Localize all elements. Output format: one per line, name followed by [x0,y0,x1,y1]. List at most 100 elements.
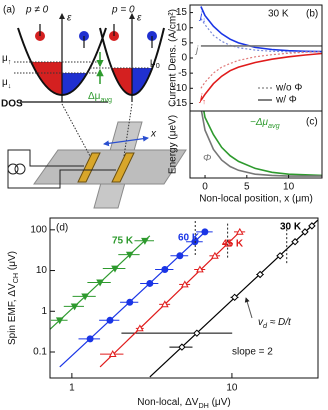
level-label-part: μ [150,57,156,68]
data-point [196,265,204,273]
series-label: 75 K [112,236,134,247]
axis-label: ε [137,13,142,24]
panel-title: p = 0 [111,5,135,16]
level-label-part: ↑ [8,57,12,66]
panel-title: p ≠ 0 [25,5,49,16]
y-tick-label: 10 [36,265,48,276]
series-label-part: j [198,11,203,22]
annotation: slope = 2 [232,347,273,358]
series-label-part: avg [268,121,280,130]
x-axis-label-part: Non-local, ΔV [137,397,198,408]
data-point [276,252,284,260]
annotation-part: v [258,317,264,328]
data-point [161,300,169,308]
legend-label: w/o Φ [275,83,302,94]
data-point [235,227,244,235]
panel-label: (c) [306,117,318,128]
level-label-part: 0 [156,61,160,70]
data-point [141,237,149,245]
electrode [77,152,101,183]
data-point [106,316,114,324]
x-axis-label-part: DH [198,401,208,410]
data-point [211,251,219,259]
data-point [111,265,119,273]
series-label: j [194,45,199,56]
level-label: μ0 [150,57,160,71]
electrode [111,152,135,183]
y-tick-label: -10 [173,83,188,94]
data-point [301,228,309,236]
x-tick-label: 10 [283,182,295,193]
series-label: j↑ [198,93,206,107]
delta-label-part: avg [100,95,112,104]
data-point [308,222,316,230]
guide-line [61,103,91,157]
axis-label: ε [67,13,72,24]
position-arrow [103,135,149,147]
series-line [200,6,322,53]
series-line [200,111,322,177]
data-point [81,293,89,301]
y-axis-label: Spin EMF, ΔVCH (μV) [7,251,21,345]
series-label: 30 K [280,222,302,233]
x-axis-label-part: (μV) [209,397,231,408]
annotation: 30 K [268,9,289,20]
legend-label: w/ Φ [275,95,297,106]
y-axis-label-part: CH [11,273,20,283]
plot-area [200,6,322,101]
plot-area [50,219,318,378]
series-line [200,18,322,53]
data-point [126,298,134,306]
x-tick-label: 5 [244,182,250,193]
y-tick-label: -5 [178,68,187,79]
plot-frame [49,217,319,379]
annotation-part: ≈ D/t [267,317,292,328]
panel-label: (b) [306,9,318,20]
x-tick-label: 1 [69,383,75,394]
axis-label: DOS [1,99,23,110]
series-label: j↓ [198,11,206,25]
annotation-arrow [244,297,253,319]
x-axis-label: Non-local position, x (μm) [199,194,313,205]
data-point [70,303,79,311]
delta-label: Δμavg [88,91,112,105]
data-point [146,280,154,287]
device-plate [33,149,187,185]
annotation: vd ≈ D/t [258,317,292,331]
data-point [180,280,189,288]
current-source [14,163,26,175]
y-axis-label-part: Spin EMF, ΔV [7,283,18,345]
level-label: μ↓ [2,77,11,91]
delta-label-part: Δμ [88,91,101,102]
data-point [136,324,144,332]
plot-area [200,111,322,177]
series-label-part: j [198,93,203,104]
plot-frame [189,110,323,179]
y-axis-label: Energy (μeV) [168,115,179,174]
series-label-part: ↓ [202,15,206,24]
series-line [203,111,322,177]
y-tick-label: 10 [176,22,188,33]
series-label-part: ↑ [202,97,206,106]
data-point [108,350,117,357]
series-label: 60 K [178,233,200,244]
data-point [256,270,264,279]
data-point [291,238,299,246]
y-tick-label: 15 [176,7,188,18]
series-label-part: j [194,45,199,56]
data-point [55,317,64,325]
level-label-part: μ [2,77,8,88]
y-tick-label: 0.1 [33,347,47,358]
data-point [161,266,169,273]
level-label-part: ↓ [8,81,12,90]
level-label: μ↑ [2,53,11,67]
series-label-part: Φ [203,153,211,164]
level-label-part: μ [2,53,8,64]
data-point [193,329,201,337]
data-point [96,279,104,287]
series-label: 45 K [222,239,244,250]
y-tick-label: 0 [181,53,187,64]
data-point [230,293,239,302]
x-tick-label: 0 [202,182,208,193]
x-axis-label: Non-local, ΔVDH (μV) [137,397,230,410]
